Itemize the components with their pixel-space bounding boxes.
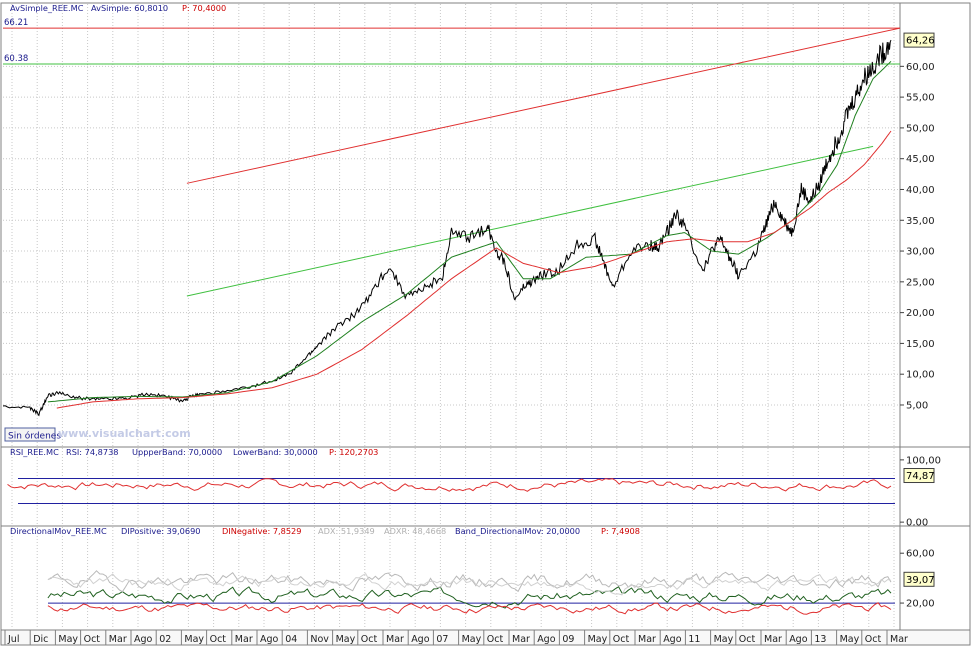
y-tick-label: 15,00 (906, 339, 935, 350)
indicator-header: DIPositive: 39,0690 (121, 526, 201, 536)
last-value-label: 64,26 (906, 36, 935, 47)
y-tick-label: 50,00 (906, 123, 935, 134)
y-tick-label: 60,00 (906, 549, 935, 560)
rsi-panel: 0,00 100,00 RSI_REE.MC RSI: 74,8738 UppperBa… (0, 446, 971, 529)
x-tick-label: May (462, 634, 482, 645)
y-tick-label: 55,00 (906, 93, 935, 104)
x-axis-frame (0, 629, 971, 646)
y-tick-label: 10,00 (906, 370, 935, 381)
x-tick-label: Oct (487, 634, 504, 645)
series-line (47, 573, 892, 596)
trend-line (186, 145, 874, 297)
last-value-label: 74,87 (906, 471, 935, 482)
x-axis: Jul Dic May Oct Mar Ago 02 May Oct Mar Ago 04 Nov May… (0, 629, 971, 646)
price-panel: 5,00 10,00 15,00 20,00 25,00 30,00 35,00 40,00 4… (0, 2, 971, 448)
x-tick-label: Mar (638, 634, 656, 645)
indicator-header: UppperBand: 70,0000 (132, 447, 222, 457)
y-tick-label: 100,00 (906, 455, 941, 466)
indicator-header: ADX: 51,9349 (318, 526, 375, 536)
x-tick-label: Oct (613, 634, 630, 645)
series-line (56, 130, 892, 409)
indicator-header: LowerBand: 30,0000 (233, 447, 318, 457)
indicator-header: Band_DirectionalMov: 20,0000 (455, 526, 580, 536)
x-tick-label: 11 (688, 634, 700, 645)
series-line (47, 586, 892, 609)
y-tick-label: 25,00 (906, 277, 935, 288)
x-tick-label: Mar (512, 634, 530, 645)
x-tick-label: Jul (7, 634, 19, 645)
x-tick-label: Oct (739, 634, 756, 645)
last-value-label: 39,07 (906, 575, 935, 586)
orders-button-frame[interactable] (4, 427, 56, 442)
last-value-box (903, 571, 935, 587)
orders-button[interactable]: Sin órdenes (8, 431, 61, 442)
indicator-header: P: 120,2703 (329, 447, 378, 457)
indicator-header: ADXR: 48,4668 (384, 526, 446, 536)
y-tick-label: 30,00 (906, 247, 935, 258)
x-tick-label: Mar (764, 634, 782, 645)
indicator-header: P: 70,4000 (182, 3, 226, 13)
x-tick-label: May (336, 634, 356, 645)
series-line (47, 570, 892, 593)
x-tick-label: Mar (235, 634, 253, 645)
x-tick-label: May (588, 634, 608, 645)
x-tick-label: Ago (260, 634, 279, 645)
y-tick-label: 5,00 (906, 400, 928, 411)
indicator-header: AvSimple: 60,8010 (91, 3, 168, 13)
x-tick-label: 09 (562, 634, 574, 645)
y-tick-label: 40,00 (906, 185, 935, 196)
panel-frame (0, 525, 971, 631)
y-tick-label: 35,00 (906, 216, 935, 227)
y-tick-label: 60,00 (906, 62, 935, 73)
dmi-panel: 20,00 60,00 DirectionalMov_REE.MC DIPositiv… (0, 525, 971, 631)
x-tick-label: May (714, 634, 734, 645)
x-tick-label: May (840, 634, 860, 645)
footer: Sin órdenes www.visualchart.com (4, 427, 191, 442)
x-tick-label: May (58, 634, 78, 645)
x-tick-label: Ago (134, 634, 153, 645)
x-tick-label: Mar (109, 634, 127, 645)
watermark: www.visualchart.com (58, 427, 191, 440)
x-tick-label: May (184, 634, 204, 645)
x-tick-label: 07 (436, 634, 448, 645)
x-tick-label: Ago (537, 634, 556, 645)
x-tick-label: Oct (210, 634, 227, 645)
x-tick-label: Oct (361, 634, 378, 645)
x-tick-label: 04 (285, 634, 297, 645)
trend-line (186, 27, 901, 184)
panel-frame (0, 2, 971, 448)
x-tick-label: Ago (789, 634, 808, 645)
indicator-header: AvSimple_REE.MC (10, 3, 84, 13)
y-tick-label: 20,00 (906, 308, 935, 319)
y-tick-label: 0,00 (906, 518, 928, 529)
indicator-header: RSI: 74,8738 (66, 447, 119, 457)
x-tick-label: 02 (159, 634, 171, 645)
x-tick-label: Dic (33, 634, 48, 645)
x-tick-label: Oct (865, 634, 882, 645)
last-value-box (903, 32, 935, 48)
x-tick-label: 13 (814, 634, 826, 645)
indicator-header: RSI_REE.MC (10, 447, 59, 457)
x-tick-label: Oct (84, 634, 101, 645)
panel-frame (0, 446, 971, 527)
indicator-header: P: 7,4908 (601, 526, 640, 536)
x-tick-label: Ago (411, 634, 430, 645)
series-line (47, 602, 892, 615)
series-line (47, 61, 892, 403)
x-tick-label: Ago (663, 634, 682, 645)
x-tick-label: Mar (386, 634, 404, 645)
y-tick-label: 20,00 (906, 599, 935, 610)
series-line (7, 478, 892, 492)
level-label: 60.38 (4, 54, 28, 64)
indicator-header: DINegative: 7,8529 (222, 526, 301, 536)
last-value-box (903, 468, 935, 484)
level-label: 66.21 (4, 18, 28, 28)
x-tick-label: Nov (310, 634, 329, 645)
series-line (2, 39, 892, 417)
x-tick-label: Mar (890, 634, 908, 645)
indicator-header: DirectionalMov_REE.MC (10, 526, 107, 536)
y-tick-label: 45,00 (906, 154, 935, 165)
